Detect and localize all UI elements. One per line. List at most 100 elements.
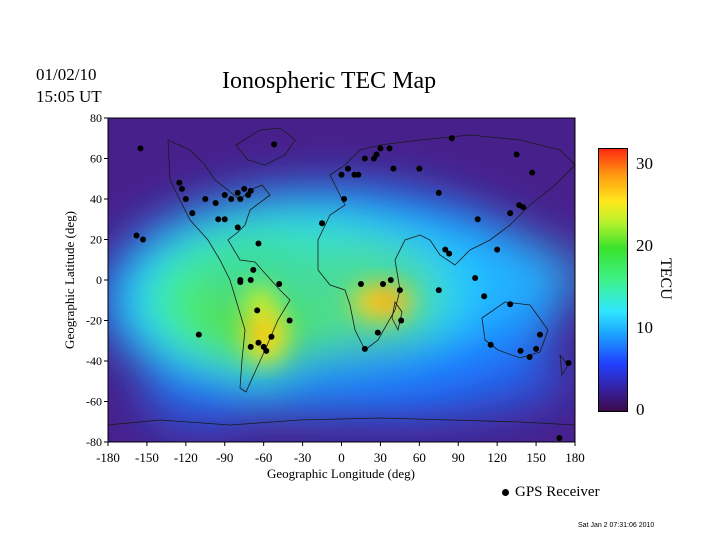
y-tick-label: 80 — [90, 111, 102, 125]
y-tick-label: -60 — [86, 395, 102, 409]
gps-receiver-point — [565, 360, 572, 367]
x-tick-label: 120 — [487, 450, 507, 465]
gps-receiver-point — [520, 204, 527, 211]
gps-receiver-point — [268, 333, 275, 340]
gps-receiver-point — [386, 145, 393, 152]
gps-receiver-point — [250, 266, 257, 273]
gps-receiver-point — [237, 196, 244, 202]
legend-label: GPS Receiver — [515, 484, 600, 500]
y-tick-label: -80 — [86, 435, 102, 449]
gps-receiver-point — [556, 434, 563, 441]
x-axis-ticks: -180 -150 -120 -90 -60 -30 0 30 60 90 120 150 180 — [96, 442, 585, 465]
gps-receiver-point — [254, 307, 261, 314]
gps-receiver-point — [355, 171, 362, 178]
gps-receiver-point — [255, 240, 262, 247]
gps-receiver-point — [529, 169, 536, 176]
colorbar-tick-label: 30 — [636, 154, 653, 174]
map-title: Ionospheric TEC Map — [222, 68, 437, 94]
gps-receiver-point — [234, 189, 241, 196]
x-tick-label: -90 — [216, 450, 233, 465]
gps-receiver-point — [357, 281, 364, 288]
gps-receiver-point — [398, 317, 405, 324]
gps-receiver-point — [380, 281, 387, 288]
gps-receiver-point — [533, 345, 540, 352]
gps-receiver-point — [435, 287, 442, 294]
gps-receiver-point — [435, 189, 442, 196]
gps-receiver-point — [234, 224, 241, 231]
gps-receiver-point — [377, 145, 384, 152]
gps-receiver-point — [487, 341, 494, 348]
gps-receiver-point — [212, 200, 219, 207]
x-tick-label: -30 — [294, 450, 311, 465]
generation-timestamp: Sat Jan 2 07:31:06 2010 — [578, 522, 655, 529]
gps-receiver-point — [271, 141, 278, 148]
gps-receiver-point — [247, 277, 254, 283]
colorbar-unit-label: TECU — [657, 258, 674, 300]
gps-receiver-point — [263, 347, 270, 354]
gps-receiver-point — [507, 301, 514, 308]
gps-receiver-point — [494, 246, 501, 253]
heatmap-field — [108, 118, 575, 442]
gps-receiver-point — [133, 232, 140, 239]
gps-receiver-point — [517, 347, 524, 354]
colorbar-tick-label: 0 — [636, 400, 645, 419]
y-tick-label: 20 — [90, 233, 102, 247]
gps-receiver-point — [416, 165, 423, 172]
gps-receiver-point — [446, 250, 453, 257]
colorbar-tick-label: 20 — [636, 236, 653, 256]
gps-receiver-point — [237, 277, 244, 283]
gps-receiver-point — [319, 220, 326, 227]
gps-receiver-point — [195, 331, 202, 338]
gps-receiver-point — [474, 216, 481, 223]
x-tick-label: 90 — [452, 450, 465, 465]
x-tick-label: -180 — [96, 450, 120, 465]
gps-receiver-point — [247, 187, 254, 194]
gps-receiver-point — [481, 293, 488, 300]
gps-receiver-point — [202, 196, 209, 202]
gps-receiver-point — [374, 329, 381, 336]
gps-receiver-point — [247, 343, 254, 350]
gps-receiver-point — [526, 353, 533, 360]
gps-receiver-point — [255, 339, 262, 346]
x-tick-label: 30 — [374, 450, 387, 465]
y-tick-label: 40 — [90, 192, 102, 206]
gps-receiver-point — [373, 151, 380, 158]
gps-receiver-point — [241, 185, 248, 192]
y-tick-label: 60 — [90, 152, 102, 166]
tec-colorbar — [598, 148, 628, 412]
gps-receiver-point — [178, 185, 185, 192]
gps-receiver-point — [396, 287, 403, 294]
gps-receiver-point — [513, 151, 520, 158]
date-label: 01/02/10 — [36, 65, 97, 84]
gps-receiver-point — [361, 345, 368, 352]
x-tick-label: -150 — [135, 450, 159, 465]
gps-receiver-point — [442, 246, 449, 253]
x-tick-label: -60 — [255, 450, 272, 465]
map-date-time: 01/02/10 15:05 UT — [36, 64, 102, 108]
gps-receiver-point — [536, 331, 543, 338]
gps-receiver-point — [338, 171, 345, 178]
colorbar-tick-label: 10 — [636, 318, 653, 338]
gps-receiver-point — [221, 191, 228, 198]
gps-receiver-point — [448, 135, 455, 142]
gps-receiver-point — [140, 236, 147, 243]
gps-receiver-markers — [133, 135, 572, 441]
time-label: 15:05 UT — [36, 87, 102, 106]
gps-receiver-point — [228, 196, 235, 202]
y-tick-label: -40 — [86, 354, 102, 368]
gps-receiver-point — [221, 216, 228, 223]
x-axis-label: Geographic Longitude (deg) — [267, 466, 415, 481]
gps-receiver-dot-icon — [502, 489, 509, 496]
gps-receiver-point — [176, 179, 183, 186]
gps-receiver-point — [361, 155, 368, 162]
gps-receiver-point — [137, 145, 144, 152]
gps-receiver-point — [286, 317, 293, 324]
x-tick-label: 60 — [413, 450, 426, 465]
gps-receiver-point — [276, 281, 283, 288]
gps-receiver-point — [189, 210, 196, 217]
y-tick-label: -20 — [86, 314, 102, 328]
x-tick-label: -120 — [174, 450, 198, 465]
x-tick-label: 180 — [565, 450, 585, 465]
y-axis-label: Geographic Latitude (deg) — [62, 211, 77, 349]
